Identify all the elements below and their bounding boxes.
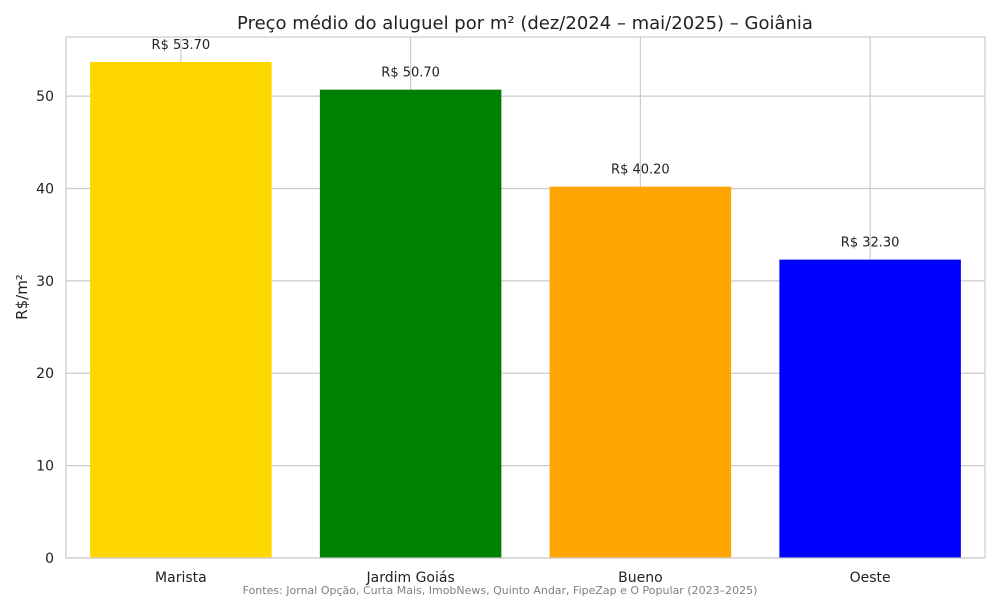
y-tick-label: 30 [36,274,54,290]
category-label: Marista [155,570,207,586]
y-tick-label: 0 [45,551,54,567]
bar [549,186,732,559]
data-label: R$ 40.20 [611,163,670,178]
bar [90,61,272,558]
bar [779,259,961,558]
y-tick-label: 40 [36,181,54,197]
category-label: Jardim Goiás [365,570,454,586]
data-label: R$ 32.30 [841,236,900,251]
data-labels: R$ 53.70 R$ 50.70 R$ 40.20 R$ 32.30 [152,38,900,251]
y-axis-label: R$/m² [13,274,31,320]
bars [90,61,961,559]
data-label: R$ 50.70 [381,66,440,81]
category-label: Oeste [850,570,891,586]
source-note: Fontes: Jornal Opção, Curta Mais, ImobNe… [243,584,758,597]
data-label: R$ 53.70 [152,38,211,53]
y-axis-ticks: 0 10 20 30 40 50 [36,89,54,567]
y-tick-label: 50 [36,89,54,105]
chart-title: Preço médio do aluguel por m² (dez/2024 … [237,13,813,34]
bar [319,89,502,558]
y-tick-label: 20 [36,366,54,382]
category-label: Bueno [618,570,663,586]
x-axis-categories: Marista Jardim Goiás Bueno Oeste [155,570,891,586]
plot-area-frame [65,36,986,559]
y-tick-label: 10 [36,459,54,475]
